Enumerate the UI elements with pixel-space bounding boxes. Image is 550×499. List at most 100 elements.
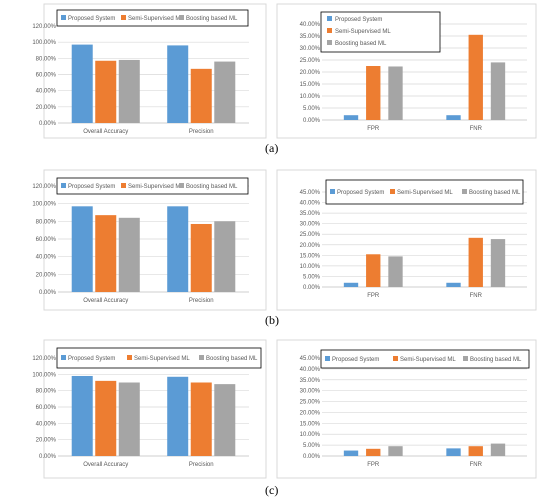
chart-3-legend-label: Semi-Supervised ML xyxy=(128,184,184,190)
chart-1-bar xyxy=(95,60,117,123)
panel-label-a: (a) xyxy=(265,141,279,155)
chart-3-bar xyxy=(214,221,236,292)
chart-1-ytick-label: 0.00% xyxy=(39,121,57,127)
chart-1-legend-label: Boosting based ML xyxy=(186,16,238,22)
chart-6-ytick-label: 40.00% xyxy=(300,367,321,373)
chart-1-legend-swatch xyxy=(179,15,184,20)
chart-5-xtick-label: Precision xyxy=(189,462,214,468)
chart-4-legend-label: Boosting based ML xyxy=(469,190,521,196)
chart-6-bar xyxy=(446,448,461,456)
chart-6-ytick-label: 5.00% xyxy=(303,443,321,449)
chart-6-legend-label: Semi-Supervised ML xyxy=(400,357,456,363)
chart-5-legend-label: Boosting based ML xyxy=(206,356,258,362)
chart-4-legend-box xyxy=(325,179,524,205)
chart-2-bar xyxy=(468,34,483,120)
chart-2-bar xyxy=(446,115,461,120)
panel-label-b: (b) xyxy=(265,313,279,327)
chart-6-bar xyxy=(366,448,381,456)
chart-2-xtick-label: FNR xyxy=(470,126,483,132)
chart-1-ytick-label: 80.00% xyxy=(36,56,57,62)
chart-3-legend-swatch xyxy=(179,183,184,188)
chart-4-ytick-label: 20.00% xyxy=(300,243,321,249)
chart-5-ytick-label: 100.00% xyxy=(32,372,56,378)
chart-4-legend-swatch xyxy=(390,189,395,194)
chart-4-ytick-label: 30.00% xyxy=(300,222,321,228)
chart-6-legend-label: Boosting based ML xyxy=(470,357,522,363)
chart-2-legend-label: Semi-Supervised ML xyxy=(335,29,391,35)
chart-6-ytick-label: 35.00% xyxy=(300,378,321,384)
chart-1-bar xyxy=(214,61,236,123)
chart-5-bar xyxy=(190,382,212,456)
chart-5-bar xyxy=(95,380,117,456)
chart-3-ytick-label: 20.00% xyxy=(36,272,57,278)
chart-1-ytick-label: 20.00% xyxy=(36,105,57,111)
chart-4-legend-label: Semi-Supervised ML xyxy=(397,190,453,196)
chart-1-ytick-label: 120.00% xyxy=(32,24,56,30)
chart-4-legend-swatch xyxy=(330,189,335,194)
chart-3-ytick-label: 80.00% xyxy=(36,219,57,225)
chart-5-bar xyxy=(71,375,93,456)
chart-5-ytick-label: 40.00% xyxy=(36,421,57,427)
chart-4-bar xyxy=(343,282,359,287)
chart-3-bar xyxy=(71,206,93,292)
chart-4-ytick-label: 10.00% xyxy=(300,264,321,270)
chart-5-legend-label: Semi-Supervised ML xyxy=(134,356,190,362)
chart-1-legend-label: Semi-Supervised ML xyxy=(128,16,184,22)
chart-6-ytick-label: 45.00% xyxy=(300,356,321,362)
chart-1-legend-box xyxy=(56,9,249,27)
chart-6-ytick-label: 25.00% xyxy=(300,400,321,406)
chart-6-bar xyxy=(468,446,483,456)
chart-5-legend-box xyxy=(56,347,262,369)
chart-3-legend-label: Proposed System xyxy=(68,184,115,190)
chart-5-bar xyxy=(214,384,236,456)
chart-3-bar xyxy=(190,223,212,292)
chart-2-bar xyxy=(366,66,381,120)
chart-4-bar xyxy=(366,254,381,287)
chart-1-bar xyxy=(190,68,212,123)
chart-4-ytick-label: 40.00% xyxy=(300,201,321,207)
chart-3-ytick-label: 0.00% xyxy=(39,290,57,296)
chart-2-legend-swatch xyxy=(327,40,332,45)
chart-6-legend-label: Proposed System xyxy=(332,357,379,363)
chart-4-ytick-label: 25.00% xyxy=(300,232,321,238)
chart-1-ytick-label: 60.00% xyxy=(36,73,57,79)
chart-6-legend-box xyxy=(320,349,530,369)
chart-6-ytick-label: 30.00% xyxy=(300,389,321,395)
chart-2-ytick-label: 0.00% xyxy=(303,118,321,124)
chart-2-legend-box xyxy=(320,11,441,53)
chart-2-bar xyxy=(388,66,403,120)
chart-1-bar xyxy=(118,59,140,123)
chart-6-ytick-label: 0.00% xyxy=(303,454,321,460)
chart-6-ytick-label: 10.00% xyxy=(300,432,321,438)
chart-6-legend-swatch xyxy=(463,356,468,361)
chart-1-ytick-label: 40.00% xyxy=(36,89,57,95)
chart-6-xtick-label: FNR xyxy=(470,462,483,468)
chart-1-bar xyxy=(167,45,189,123)
chart-2-legend-swatch xyxy=(327,28,332,33)
chart-6-bar xyxy=(343,450,359,456)
chart-3-legend-swatch xyxy=(121,183,126,188)
chart-4-ytick-label: 5.00% xyxy=(303,274,321,280)
panel-label-c: (c) xyxy=(265,483,279,497)
chart-1-ytick-label: 100.00% xyxy=(32,40,56,46)
chart-6-bar xyxy=(490,443,506,456)
chart-5-legend-swatch xyxy=(199,355,204,360)
chart-5-ytick-label: 0.00% xyxy=(39,454,57,460)
chart-2-legend-label: Proposed System xyxy=(335,17,382,23)
chart-4-ytick-label: 15.00% xyxy=(300,253,321,259)
chart-4-ytick-label: 0.00% xyxy=(303,285,321,291)
chart-1-legend-swatch xyxy=(61,15,66,20)
chart-3-xtick-label: Precision xyxy=(189,298,214,304)
chart-3-legend-box xyxy=(56,177,249,195)
chart-5-legend-swatch xyxy=(61,355,66,360)
chart-1-legend-swatch xyxy=(121,15,126,20)
chart-2-legend-label: Boosting based ML xyxy=(335,41,387,47)
chart-2-xtick-label: FPR xyxy=(367,126,380,132)
chart-3-ytick-label: 40.00% xyxy=(36,255,57,261)
chart-5-ytick-label: 80.00% xyxy=(36,389,57,395)
chart-2-legend-swatch xyxy=(327,16,332,21)
chart-4-ytick-label: 35.00% xyxy=(300,211,321,217)
chart-4-bar xyxy=(388,256,403,287)
chart-5-bar xyxy=(167,376,189,456)
